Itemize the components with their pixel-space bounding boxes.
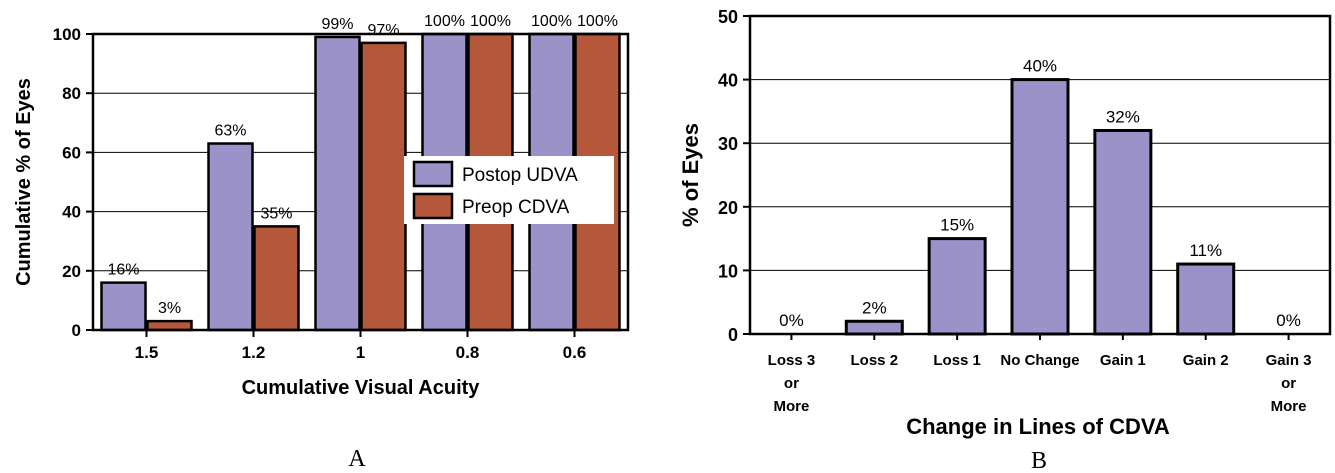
x-tick-label: 0.6 (563, 343, 587, 362)
x-tick-label: Loss 1 (933, 352, 981, 369)
data-label: 0% (1276, 311, 1301, 330)
x-tick-label: 1.2 (242, 343, 266, 362)
x-tick-label: Gain 1 (1100, 352, 1146, 369)
y-tick-label: 60 (62, 143, 81, 162)
data-label: 32% (1106, 107, 1140, 126)
legend-swatch-preop-cdva (412, 192, 454, 220)
y-tick-label: 20 (62, 262, 81, 281)
plot-frame (91, 32, 630, 332)
bar-preop-cdva (253, 225, 300, 332)
data-label: 40% (1023, 57, 1057, 76)
data-label: 16% (107, 262, 139, 279)
y-axis-title: % of Eyes (678, 123, 703, 227)
x-axis-title: Change in Lines of CDVA (906, 414, 1170, 439)
x-tick-label: 0.8 (456, 343, 480, 362)
x-tick-label: Gain 3 (1266, 352, 1312, 369)
y-tick-label: 50 (718, 7, 738, 27)
data-label: 35% (260, 205, 292, 222)
bar-change-cdva (927, 237, 987, 336)
x-tick-label: More (1271, 398, 1307, 415)
x-tick-label: or (784, 375, 799, 392)
bar-preop-cdva (360, 41, 407, 332)
x-tick-label: 1 (356, 343, 365, 362)
legend-label: Preop CDVA (462, 197, 570, 218)
y-tick-label: 40 (62, 203, 81, 222)
y-axis-title: Cumulative % of Eyes (13, 78, 35, 286)
y-tick-label: 80 (62, 84, 81, 103)
y-tick-label: 0 (728, 325, 738, 345)
bar-change-cdva (1176, 262, 1236, 336)
bar-postop-udva (100, 281, 147, 332)
data-label: 100% (470, 13, 511, 30)
panel-label-b: B (1031, 448, 1047, 473)
legend-swatch-postop-udva (412, 160, 454, 188)
x-axis-title: Cumulative Visual Acuity (242, 377, 481, 399)
legend-label: Postop UDVA (462, 165, 578, 186)
y-tick-label: 20 (718, 198, 738, 218)
y-tick-label: 10 (718, 261, 738, 281)
data-label: 2% (862, 298, 887, 317)
x-tick-label: Loss 2 (851, 352, 899, 369)
y-tick-label: 0 (72, 321, 81, 340)
bar-postop-udva (207, 142, 254, 332)
y-tick-label: 100 (53, 25, 81, 44)
plot-frame (748, 14, 1332, 336)
x-tick-label: Loss 3 (768, 352, 816, 369)
chart-a: 0 20 40 60 80 100 16% 63% 99% 100% 100% 3% 35% 97% 100… (13, 13, 630, 472)
data-label: 100% (577, 13, 618, 30)
data-label: 11% (1189, 241, 1222, 260)
x-tick-label: or (1281, 375, 1296, 392)
bar-change-cdva (1010, 78, 1070, 336)
x-tick-label: More (774, 398, 810, 415)
chart-b: 0 10 20 30 40 50 0% 2% 15% 40% 32% 11% 0% Loss 3 or Mor… (678, 7, 1332, 473)
bar-preop-cdva (146, 319, 193, 332)
bar-change-cdva (1093, 128, 1153, 336)
data-label: 3% (158, 300, 181, 317)
data-label: 63% (214, 123, 246, 140)
y-tick-label: 30 (718, 134, 738, 154)
x-tick-label: Gain 2 (1183, 352, 1229, 369)
data-label: 100% (531, 13, 572, 30)
data-label: 99% (321, 16, 353, 33)
panel-label-a: A (348, 446, 366, 472)
data-label: 97% (367, 22, 399, 39)
data-label: 15% (940, 216, 974, 235)
data-label: 0% (779, 311, 804, 330)
y-tick-label: 40 (718, 71, 738, 91)
x-tick-label: No Change (1000, 352, 1079, 369)
x-tick-label: 1.5 (135, 343, 159, 362)
bar-postop-udva (314, 35, 361, 332)
data-label: 100% (424, 13, 465, 30)
legend: Postop UDVA Preop CDVA (404, 156, 614, 224)
bar-change-cdva (844, 319, 904, 336)
